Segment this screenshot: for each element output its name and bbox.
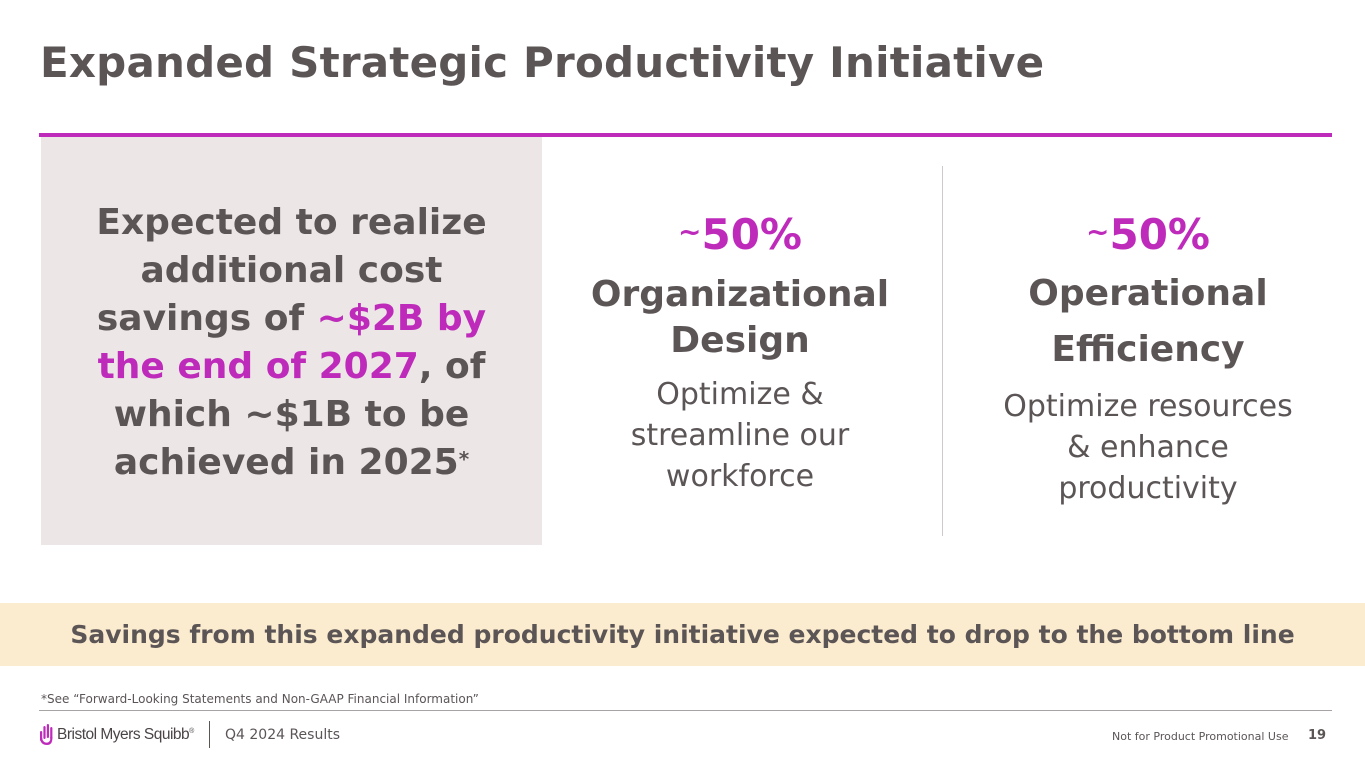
bottom-line-banner: Savings from this expanded productivity …: [0, 603, 1365, 666]
logo-wordmark: Bristol Myers Squibb®: [57, 726, 194, 743]
page-title: Expanded Strategic Productivity Initiati…: [40, 38, 1045, 87]
percentage: ~50%: [990, 205, 1306, 262]
page-number: 19: [1308, 728, 1327, 743]
column-description: Optimize resources & enhance productivit…: [1003, 389, 1293, 506]
column-heading: Organizational Design: [590, 274, 890, 361]
title-divider: [39, 133, 1332, 137]
column-divider: [942, 166, 943, 536]
column-operational-efficiency: ~50% Operational Efficiency Optimize res…: [990, 205, 1306, 509]
percentage-value: 50%: [701, 210, 802, 259]
savings-callout-box: Expected to realize additional cost savi…: [41, 137, 542, 545]
logo-separator: [209, 721, 210, 748]
savings-text-part1: Expected to realize additional cost savi…: [96, 202, 487, 339]
report-label: Q4 2024 Results: [225, 727, 341, 743]
company-logo: Bristol Myers Squibb®: [40, 722, 194, 748]
column-heading: Operational Efficiency: [1028, 273, 1268, 370]
banner-text: Savings from this expanded productivity …: [70, 620, 1295, 649]
footnote: *See “Forward-Looking Statements and Non…: [41, 692, 479, 706]
percentage-tilde: ~: [1086, 215, 1110, 248]
savings-highlight: ~$2B by the end of 2027: [97, 298, 487, 387]
percentage-tilde: ~: [678, 215, 702, 248]
promotional-disclaimer: Not for Product Promotional Use: [1112, 730, 1289, 743]
column-organizational-design: ~50% Organizational Design Optimize & st…: [585, 205, 895, 497]
bms-hand-icon: [40, 724, 53, 745]
savings-text-part2: , of which ~$1B to be achieved in 2025: [113, 346, 486, 483]
percentage: ~50%: [585, 205, 895, 262]
percentage-value: 50%: [1109, 210, 1210, 259]
column-description: Optimize & streamline our workforce: [630, 377, 850, 494]
footer-divider: [39, 710, 1332, 711]
footnote-marker: *: [458, 447, 470, 471]
savings-callout-text: Expected to realize additional cost savi…: [82, 199, 502, 487]
